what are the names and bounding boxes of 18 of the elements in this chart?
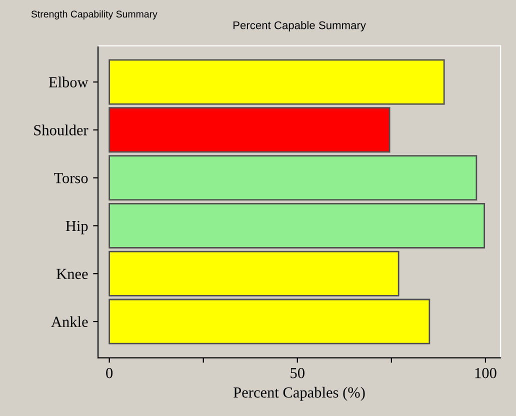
y-tick-label: Knee <box>56 268 88 280</box>
y-tick-label: Ankle <box>51 316 88 327</box>
x-tick-label: 100 <box>475 368 496 378</box>
x-tick-label: 50 <box>290 368 304 378</box>
y-tick-label: Torso <box>54 173 88 184</box>
y-tick-label: Elbow <box>48 76 88 88</box>
bar <box>108 202 486 248</box>
x-tick-label: 0 <box>106 368 113 378</box>
bar <box>108 155 478 201</box>
x-axis-title: Percent Capables (%) <box>234 386 365 401</box>
y-tick-label: Hip <box>66 220 88 234</box>
bar <box>108 250 400 296</box>
bar <box>108 59 445 105</box>
bar <box>108 298 430 344</box>
bar <box>108 107 390 153</box>
chart-title: Percent Capable Summary <box>234 21 366 32</box>
y-tick-label: Shoulder <box>34 124 88 136</box>
text: Strength Capability Summary <box>31 10 158 20</box>
